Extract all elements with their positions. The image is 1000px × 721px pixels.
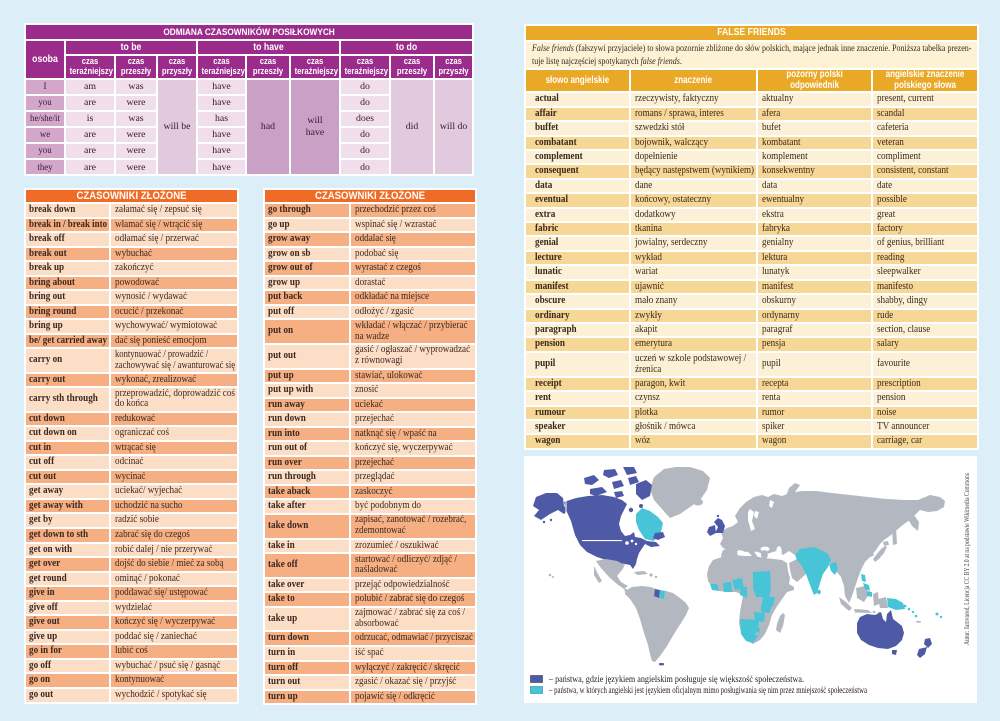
svg-text:Autor: Iamvored, Licencja CC B: Autor: Iamvored, Licencja CC BY 2.0 at n… <box>962 473 971 645</box>
svg-text:– państwa, gdzie językiem angi: – państwa, gdzie językiem angielskim pos… <box>548 675 804 685</box>
svg-text:– państwa, w których angielski: – państwa, w których angielski jest języ… <box>548 685 867 696</box>
